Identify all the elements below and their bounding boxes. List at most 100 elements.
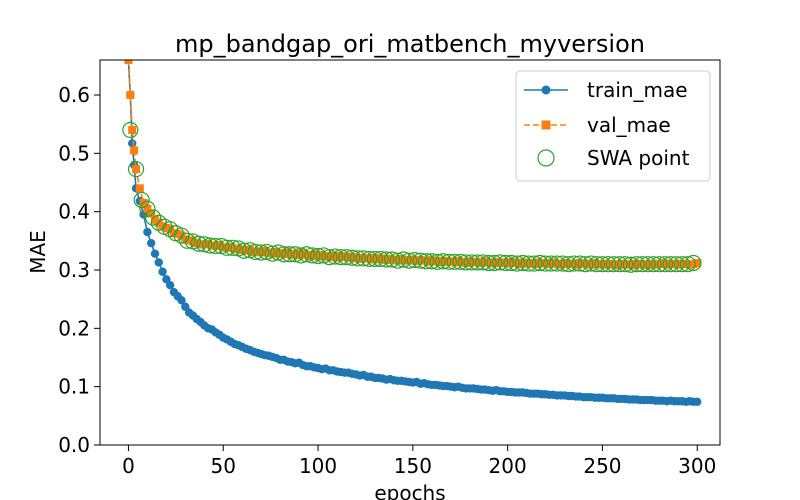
axes-frame <box>99 59 721 446</box>
x-axis-label: epochs <box>374 481 445 500</box>
swa-point <box>253 244 270 261</box>
swa-point <box>520 255 537 272</box>
legend-train-marker <box>541 85 551 95</box>
swa-point <box>509 255 526 272</box>
swa-point <box>486 254 503 272</box>
val-mae-point <box>135 184 144 193</box>
swa-point <box>383 251 401 268</box>
legend-swa-label: SWA point <box>587 146 690 170</box>
swa-point <box>423 253 440 270</box>
swa-point <box>565 255 583 272</box>
swa-point <box>668 256 685 273</box>
swa-point <box>309 247 327 265</box>
swa-point <box>196 236 213 253</box>
x-tick-label: 50 <box>211 454 236 478</box>
swa-point <box>600 256 617 273</box>
swa-point <box>122 121 139 139</box>
val-mae-point <box>132 165 141 174</box>
y-tick-label: 0.5 <box>58 141 90 165</box>
x-tick-label: 300 <box>678 454 716 478</box>
swa-point <box>577 256 594 273</box>
swa-point <box>503 254 520 272</box>
swa-point <box>685 254 702 272</box>
swa-point <box>628 256 645 273</box>
swa-point <box>144 209 162 226</box>
swa-point <box>327 248 344 265</box>
swa-point <box>429 253 446 270</box>
swa-point <box>304 247 321 264</box>
swa-point <box>582 255 600 272</box>
swa-point <box>400 252 418 269</box>
legend: train_mae val_mae SWA point <box>515 70 711 182</box>
x-tick-label: 150 <box>394 454 432 478</box>
swa-point <box>457 254 475 271</box>
swa-point <box>469 254 486 271</box>
swa-point <box>287 246 304 263</box>
swa-point <box>594 256 611 273</box>
train-mae-point <box>165 280 175 290</box>
swa-point <box>224 239 241 256</box>
swa-point <box>605 256 622 273</box>
swa-point <box>537 255 554 272</box>
swa-point <box>133 191 150 209</box>
swa-point <box>548 255 566 272</box>
legend-val-label: val_mae <box>587 113 671 137</box>
swa-point <box>435 253 452 270</box>
swa-point <box>673 256 691 273</box>
swa-point <box>332 249 349 266</box>
train-mae-point <box>177 296 186 305</box>
legend-train-label: train_mae <box>587 78 688 102</box>
plot-area <box>122 60 702 407</box>
val-mae-point <box>143 204 152 213</box>
swa-point <box>349 250 366 267</box>
swa-point <box>560 256 577 273</box>
y-tick-label: 0.1 <box>58 375 90 399</box>
swa-point <box>543 255 560 272</box>
train-mae-point <box>146 238 156 248</box>
swa-point <box>526 255 543 272</box>
swa-point <box>412 252 429 269</box>
val-mae-point <box>147 209 156 218</box>
swa-point <box>491 254 509 271</box>
y-tick-label: 0.2 <box>58 316 90 340</box>
train-mae-point <box>143 227 152 237</box>
swa-point <box>344 249 361 266</box>
swa-point <box>418 253 435 270</box>
swa-point <box>395 251 412 268</box>
swa-point <box>651 256 668 273</box>
swa-point <box>366 250 384 268</box>
swa-point <box>446 253 463 270</box>
val-mae-point <box>693 259 702 267</box>
swa-point <box>588 256 605 273</box>
y-tick-label: 0.4 <box>58 200 90 224</box>
swa-point <box>452 253 469 270</box>
val-mae-point <box>124 60 133 64</box>
series-group <box>122 60 702 407</box>
swa-point <box>298 246 315 263</box>
swa-point <box>218 239 236 256</box>
chart-title: mp_bandgap_ori_matbench_myversion <box>175 30 645 58</box>
y-tick-label: 0.0 <box>58 433 90 457</box>
swa-point <box>355 250 372 267</box>
swa-point <box>480 254 497 272</box>
swa-point <box>264 245 281 262</box>
train-mae-point <box>150 249 160 258</box>
swa-point <box>639 256 657 273</box>
swa-point <box>571 255 588 272</box>
y-tick-label: 0.6 <box>58 83 90 107</box>
x-tick-label: 200 <box>489 454 527 478</box>
val-mae-point <box>126 91 135 99</box>
swa-point <box>474 254 492 271</box>
val-mae-point <box>128 126 137 134</box>
swa-point <box>179 232 196 249</box>
swa-point <box>406 251 423 269</box>
swa-point <box>321 249 338 266</box>
swa-point <box>127 160 145 178</box>
y-tick-label: 0.3 <box>58 258 90 282</box>
legend-box <box>515 70 711 182</box>
swa-point <box>201 237 219 254</box>
swa-point <box>292 247 310 264</box>
legend-swa-marker <box>537 149 555 167</box>
swa-point <box>645 256 662 273</box>
